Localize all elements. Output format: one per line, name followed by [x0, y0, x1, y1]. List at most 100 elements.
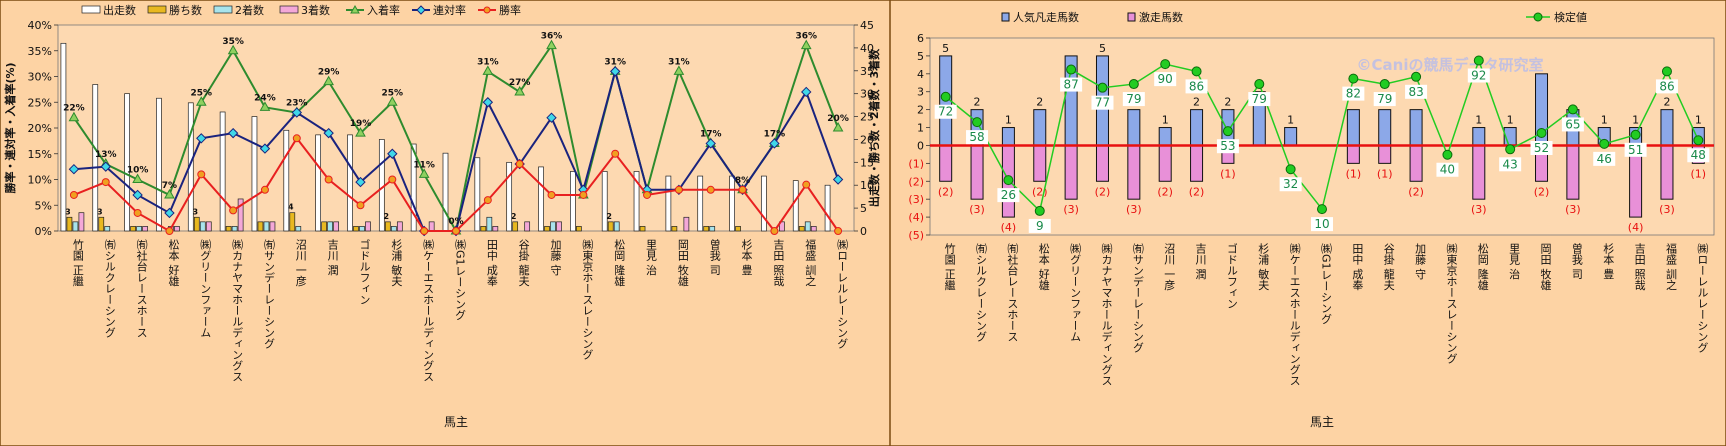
owner-label: 曽我 司	[708, 238, 721, 276]
owner-label: 沼川 一彦	[294, 238, 307, 287]
quinella-rate-marker	[259, 143, 271, 154]
second-bar	[231, 226, 238, 232]
upset-bar	[1346, 144, 1360, 164]
test-value-label: 92	[1471, 68, 1486, 82]
wins-bar	[798, 226, 805, 232]
owner-label: 松本 好雄	[167, 238, 180, 287]
legend-label: 激走馬数	[1139, 10, 1183, 24]
win-rate-marker	[197, 170, 206, 179]
y-left-tick-label: 40%	[28, 19, 52, 32]
upset-label: (2)	[938, 185, 954, 198]
owner-label: 里見 治	[645, 239, 658, 276]
popular-fail-bar	[1378, 109, 1392, 146]
test-value-label-bg	[1185, 79, 1208, 94]
owner-label: 吉田 照哉	[1633, 243, 1646, 291]
upset-label: (2)	[1157, 185, 1173, 198]
starts-bar	[665, 175, 672, 232]
wins-bar-label: 3	[97, 207, 103, 216]
test-value-marker	[1505, 144, 1516, 155]
legend-label: 入着率	[367, 3, 400, 17]
y-left-tick-label: 30%	[28, 71, 52, 84]
place-rate-label: 22%	[63, 104, 85, 114]
test-value-label: 26	[1001, 188, 1016, 202]
y-tick-label: 3	[917, 86, 924, 99]
place-rate-label: 8%	[735, 176, 750, 186]
test-value-marker	[1693, 135, 1704, 146]
test-value-label: 83	[1408, 85, 1423, 99]
upset-bar	[1378, 144, 1392, 164]
win-rate-marker	[292, 134, 301, 143]
owner-label: ㈱グリーンファーム	[199, 239, 212, 338]
second-bar	[359, 226, 365, 232]
win-rate-marker	[260, 185, 269, 194]
legend-label: 3着数	[301, 3, 330, 17]
y-tick-label: 4	[917, 68, 924, 81]
wins-bar	[607, 221, 614, 232]
test-value-marker	[1473, 55, 1484, 66]
place-rate-label: 20%	[827, 114, 849, 124]
test-value-label-bg	[1499, 157, 1522, 172]
owner-label: 松岡 隆雄	[1476, 242, 1489, 291]
wins-bar-label: 2	[384, 212, 390, 221]
second-bar	[613, 221, 620, 232]
test-value-marker	[1317, 204, 1327, 215]
quinella-rate-marker	[769, 138, 780, 149]
test-value-label: 48	[1691, 148, 1706, 162]
legend-label: 人気凡走馬数	[1013, 10, 1079, 24]
y-right-tick-label: 10	[860, 179, 874, 192]
place-rate-label: 35%	[222, 37, 244, 47]
owner-label: 松本 好雄	[1037, 242, 1050, 291]
popular-fail-label: 2	[1193, 96, 1200, 109]
test-value-marker	[1222, 126, 1233, 137]
upset-bar	[1095, 144, 1109, 182]
place-rate-marker	[800, 39, 812, 50]
owner-label: ㈲シルクレーシング	[103, 239, 116, 338]
upset-bar	[1158, 144, 1172, 182]
legend-marker	[1533, 12, 1543, 22]
upset-label: (3)	[1126, 203, 1142, 216]
test-value-marker	[1285, 164, 1296, 175]
starts-bar	[410, 143, 417, 232]
place-rate-label: 7%	[162, 181, 177, 191]
test-value-label-bg	[1311, 217, 1333, 232]
owner-label: 吉田 照哉	[772, 239, 785, 287]
y-right-tick-label: 0	[860, 225, 867, 238]
y-right-tick-label: 15	[860, 156, 874, 169]
y-tick-label: 0	[917, 139, 924, 152]
y-tick-label: (2)	[908, 175, 924, 188]
test-value-label-bg	[1561, 117, 1584, 132]
quinella-rate-marker	[68, 163, 80, 175]
quinella-rate-marker	[546, 112, 557, 123]
win-rate-marker	[611, 149, 620, 158]
place-rate-marker	[546, 39, 557, 50]
test-value-label-bg	[1655, 79, 1678, 94]
popular-fail-bar	[1158, 127, 1172, 146]
wins-bar	[671, 226, 678, 232]
test-value-label: 79	[1377, 92, 1392, 106]
test-value-marker	[1254, 79, 1265, 90]
starts-bar	[729, 175, 735, 232]
place-rate-marker	[482, 65, 494, 75]
starts-bar	[442, 152, 449, 232]
test-value-label: 77	[1095, 96, 1110, 110]
popular-fail-bar	[1033, 109, 1047, 146]
wins-bar-label: 3	[65, 207, 71, 216]
upset-bar	[1409, 144, 1423, 182]
wins-bar	[66, 216, 73, 232]
y-left-tick-label: 5%	[35, 199, 52, 212]
third-bar	[269, 221, 276, 232]
place-rate-marker	[195, 96, 207, 106]
test-value-label-bg	[1687, 148, 1710, 163]
starts-bar	[633, 171, 640, 232]
wins-bar	[735, 226, 741, 232]
upset-bar	[1033, 144, 1047, 182]
win-rate-marker	[674, 185, 683, 194]
owner-label: 杉本 豊	[740, 238, 753, 276]
test-value-label-bg	[1405, 84, 1428, 99]
second-bar	[327, 221, 333, 232]
owner-label: ㈱G1レーシング	[454, 239, 467, 321]
y-left-tick-label: 10%	[28, 174, 52, 187]
test-value-marker	[1128, 79, 1139, 90]
owner-label: ㈱G1レーシング	[1320, 243, 1333, 325]
test-value-label-bg	[1342, 86, 1365, 101]
